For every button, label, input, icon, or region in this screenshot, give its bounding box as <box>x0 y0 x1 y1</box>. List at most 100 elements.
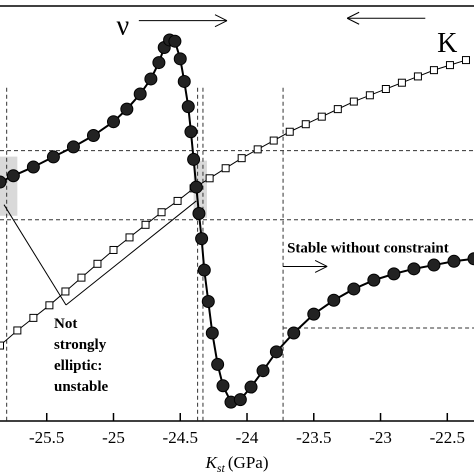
series-nu-point <box>201 295 215 309</box>
direction-arrow-head <box>346 11 360 25</box>
series-nu-point <box>269 345 283 359</box>
series-k-point <box>125 233 134 242</box>
series-k-point <box>333 105 342 114</box>
series-nu-point <box>86 129 100 143</box>
series-k-point <box>429 66 438 75</box>
guide-lines <box>0 87 474 421</box>
annotation-pointer-lines <box>3 200 197 306</box>
series-nu-point <box>106 115 120 129</box>
note-line-1: Not <box>54 316 77 332</box>
series-k-point <box>381 85 390 93</box>
series-nu-point <box>211 357 225 371</box>
annotations: ν K Stable without constraint <box>117 11 457 273</box>
x-axis-label-main: K <box>205 453 219 472</box>
series-nu-point <box>66 140 80 154</box>
series-nu-point <box>244 380 258 394</box>
series-k-point <box>397 78 406 87</box>
series-nu-point <box>187 152 201 166</box>
series-nu-point <box>287 326 301 340</box>
series-k-point <box>77 273 86 282</box>
series-nu-point <box>173 52 187 66</box>
series-nu-point <box>177 74 191 88</box>
series-k-point <box>269 136 278 145</box>
series-k-line <box>0 59 467 346</box>
series-nu-point <box>189 180 203 194</box>
series-nu-point <box>427 258 441 272</box>
stable-arrow-head <box>314 260 328 273</box>
x-tick-label: -22.5 <box>430 428 465 447</box>
note-line-4: unstable <box>54 379 109 395</box>
series-k-point <box>13 326 22 335</box>
x-tick-label: -23 <box>369 428 392 447</box>
series-nu-point <box>152 56 166 70</box>
note-label: Not strongly elliptic: unstable <box>54 316 110 395</box>
x-axis-label: Kst (GPa) <box>205 453 269 474</box>
note-pointer-line <box>65 200 197 306</box>
series-nu-point <box>197 263 211 277</box>
x-tick-label: -24 <box>236 428 259 447</box>
stable-label: Stable without constraint <box>287 240 449 256</box>
series-nu-point <box>307 307 321 321</box>
series-k-point <box>317 112 326 121</box>
series-k-point <box>109 245 118 254</box>
series-k-point <box>157 208 166 217</box>
series-nu-point <box>120 102 134 116</box>
series-nu-point <box>181 100 195 114</box>
series-nu-point <box>144 72 158 86</box>
series-nu-point <box>447 254 461 268</box>
series-nu-point <box>184 125 198 139</box>
series-nu-point <box>6 169 20 183</box>
series-nu-point <box>192 207 206 220</box>
series-nu-point <box>387 267 401 281</box>
series-symbol-label: ν <box>117 11 130 42</box>
series-k-point <box>29 313 38 322</box>
series-nu-point <box>233 393 247 407</box>
series-symbol-label: K <box>437 28 457 59</box>
series-k-point <box>365 91 374 100</box>
plot-frame <box>0 5 474 422</box>
series-k-point <box>93 259 102 268</box>
series-k-point <box>253 145 262 154</box>
series-k-point <box>205 174 214 183</box>
series-nu-point <box>46 150 60 164</box>
x-tick-label: -23.5 <box>296 428 331 447</box>
series-nu-point <box>195 232 209 246</box>
series-k-point <box>173 196 182 205</box>
direction-arrow-head <box>214 14 228 28</box>
series-nu-point <box>0 175 7 189</box>
series-k-point <box>61 287 70 296</box>
series-k-point <box>301 120 310 129</box>
x-tick-label: -25.5 <box>29 428 64 447</box>
series-nu-point <box>467 252 474 266</box>
x-axis-label-sub: st <box>217 461 226 474</box>
note-line-2: strongly <box>54 337 107 353</box>
series-k-point <box>221 164 230 173</box>
series-nu-point <box>407 262 421 276</box>
series-k-point <box>0 341 4 350</box>
series-k-point <box>45 301 54 310</box>
series-nu-point <box>205 326 219 340</box>
series-k-point <box>413 72 422 81</box>
series-k-point <box>141 220 150 229</box>
series-nu-point <box>256 364 270 378</box>
note-pointer-line <box>3 204 67 306</box>
series-nu-point <box>168 34 182 48</box>
x-tick-label: -24.5 <box>163 428 198 447</box>
series-k <box>0 56 470 350</box>
series-nu <box>0 33 474 409</box>
series-nu-point <box>347 282 361 296</box>
series-k-point <box>237 154 246 163</box>
series-nu-point <box>327 293 341 307</box>
series-nu-point <box>133 87 147 101</box>
series-k-point <box>445 61 454 70</box>
series-nu-point <box>26 160 40 174</box>
series-nu-point <box>367 273 381 287</box>
series-nu-point <box>216 379 230 393</box>
x-axis-ticks: -25.5 -25 -24.5 -24 -23.5 -23 -22.5 <box>29 413 465 447</box>
series-k-point <box>285 127 294 136</box>
series-k-point <box>461 56 470 65</box>
series-k-point <box>349 97 358 106</box>
x-axis-label-unit: (GPa) <box>228 453 269 472</box>
note-line-3: elliptic: <box>54 358 102 374</box>
